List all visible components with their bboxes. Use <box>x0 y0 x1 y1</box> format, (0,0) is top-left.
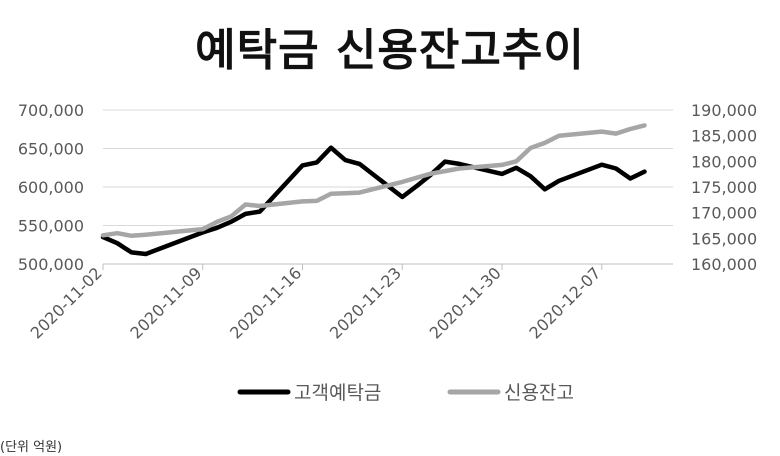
right-axis-ticks: 160,000 165,000 170,000 175,000 180,000 185,0… <box>691 101 757 274</box>
right-axis-tick-label: 170,000 <box>691 204 757 223</box>
right-axis-tick-label: 175,000 <box>691 178 757 197</box>
right-axis-tick-label: 180,000 <box>691 152 757 171</box>
unit-note: (단위 억원) <box>0 440 63 455</box>
legend-label: 신용잔고 <box>504 382 574 404</box>
x-axis-tick-label: 2020-11-16 <box>226 263 305 342</box>
left-axis-tick-label: 500,000 <box>18 255 84 274</box>
right-axis-tick-label: 185,000 <box>691 127 757 146</box>
right-axis-tick-label: 165,000 <box>691 229 757 248</box>
chart-title: 예탁금 신용잔고추이 <box>195 25 585 76</box>
left-axis-tick-label: 700,000 <box>18 101 84 120</box>
legend: 고객예탁금 신용잔고 <box>237 382 574 404</box>
series-line-credit <box>100 123 647 239</box>
left-axis-tick-label: 650,000 <box>18 140 84 159</box>
x-axis-tick-label: 2020-11-30 <box>426 263 505 342</box>
left-axis-tick-label: 600,000 <box>18 178 84 197</box>
x-axis: 2020-11-02 2020-11-09 2020-11-16 2020-11-23… <box>27 263 673 343</box>
x-axis-tick-label: 2020-11-02 <box>27 263 106 342</box>
x-axis-tick-label: 2020-11-09 <box>126 263 205 342</box>
series-line-deposit <box>100 145 647 257</box>
left-axis-tick-label: 550,000 <box>18 217 84 236</box>
right-axis-tick-label: 190,000 <box>691 101 757 120</box>
left-axis-ticks: 500,000 550,000 600,000 650,000 700,000 <box>18 101 84 274</box>
x-axis-tick-label: 2020-11-23 <box>326 263 405 342</box>
series-lines <box>100 123 647 257</box>
legend-label: 고객예탁금 <box>294 382 381 404</box>
x-axis-tick-label: 2020-12-07 <box>525 263 604 342</box>
right-axis-tick-label: 160,000 <box>691 255 757 274</box>
